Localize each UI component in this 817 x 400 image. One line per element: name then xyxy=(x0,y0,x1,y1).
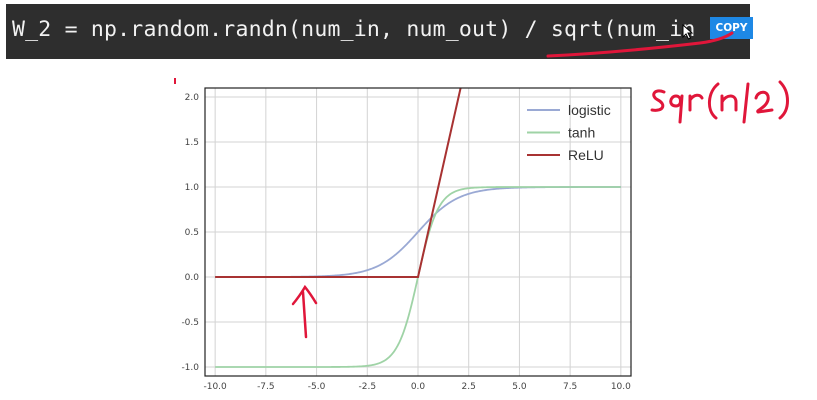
series-lines xyxy=(215,88,621,368)
y-tick-label: 1.5 xyxy=(185,138,199,148)
up-arrow-stroke xyxy=(291,284,318,339)
y-tick-label: 0.0 xyxy=(185,273,200,283)
x-tick-label: 5.0 xyxy=(512,382,527,392)
y-tick-label: -1.0 xyxy=(181,363,199,373)
plot-area: -10.0 -7.5 -5.0 -2.5 0.0 2.5 5.0 7.5 10.0 -1.0 -0.… xyxy=(181,87,632,392)
x-tick-label: 0.0 xyxy=(411,382,426,392)
y-tick-label: 2.0 xyxy=(185,93,200,103)
x-tick-label: 7.5 xyxy=(563,382,577,392)
x-tick-label: 10.0 xyxy=(611,382,631,392)
handwritten-sqrt-n-over-2 xyxy=(650,80,789,124)
handwritten-annotations xyxy=(174,31,789,339)
copy-button[interactable]: COPY xyxy=(710,17,753,39)
x-tick-label: -2.5 xyxy=(359,382,377,392)
series-line-relu xyxy=(215,88,462,278)
legend: logistic tanh ReLU xyxy=(527,102,611,163)
y-tick-label: 0.5 xyxy=(185,228,199,238)
x-tick-label: 2.5 xyxy=(462,382,476,392)
mouse-cursor-icon xyxy=(682,24,694,40)
x-tick-label: -5.0 xyxy=(308,382,326,392)
x-tick-label: -10.0 xyxy=(203,382,227,392)
underline-stroke xyxy=(546,31,734,58)
plot-frame xyxy=(204,87,632,377)
x-tick-label: -7.5 xyxy=(257,382,275,392)
legend-label-logistic: logistic xyxy=(568,102,611,118)
legend-label-relu: ReLU xyxy=(568,147,604,163)
code-block: W_2 = np.random.randn(num_in, num_out) /… xyxy=(6,4,753,59)
y-tick-label: -0.5 xyxy=(181,318,199,328)
y-tick-label: 1.0 xyxy=(185,183,200,193)
code-line: W_2 = np.random.randn(num_in, num_out) /… xyxy=(12,17,696,42)
legend-label-tanh: tanh xyxy=(568,125,595,141)
